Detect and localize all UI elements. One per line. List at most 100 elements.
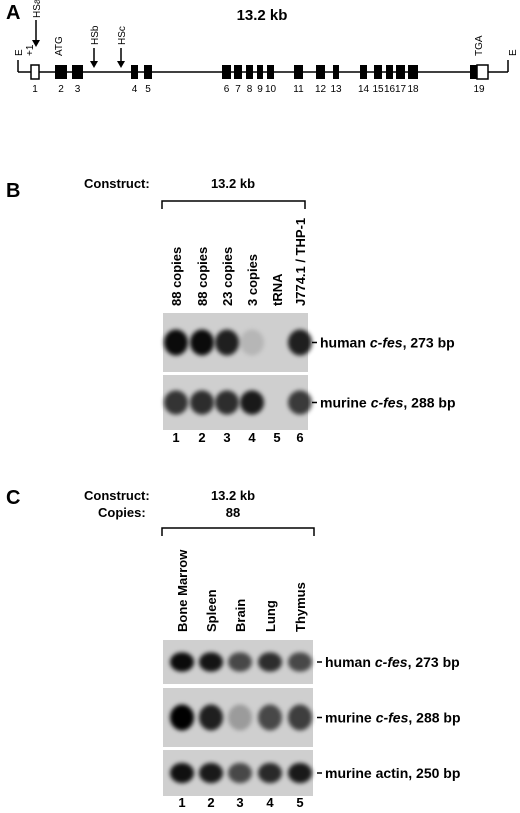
exon-number: 11 (293, 84, 304, 95)
band (170, 704, 194, 731)
site-label: ATG (54, 36, 65, 56)
band-name: human (325, 654, 371, 670)
gene-name: c-fes (375, 654, 408, 670)
exon (316, 65, 325, 79)
site-label: +1 (25, 44, 36, 56)
construct: 13.2 kb (211, 176, 255, 191)
band (199, 762, 223, 784)
exon (246, 65, 253, 79)
lane-number: 6 (296, 430, 303, 445)
exon (294, 65, 303, 79)
lane-label: tRNA (270, 273, 285, 306)
lane-number: 4 (248, 430, 256, 445)
band-size: , 273 bp (408, 654, 460, 670)
site-label: TGA (474, 35, 485, 56)
band (190, 390, 214, 415)
lane-label: Spleen (204, 589, 219, 632)
exon (333, 65, 339, 79)
exon-number: 19 (473, 84, 485, 95)
band (164, 390, 188, 415)
band (190, 329, 214, 356)
exon-number: 8 (247, 84, 253, 95)
blot (163, 750, 313, 796)
exon (257, 65, 263, 79)
band (258, 762, 282, 784)
band (288, 652, 312, 672)
blot (163, 375, 312, 430)
band-label: murine c-fes, 288 bp (325, 710, 461, 726)
blot (163, 313, 312, 372)
lane-label: Lung (263, 600, 278, 632)
band (170, 652, 194, 672)
arrow-head (90, 61, 98, 68)
exon-number: 2 (58, 84, 64, 95)
construct-label: Construct: (84, 488, 150, 503)
exon-number: 5 (145, 84, 151, 95)
exon-number: 7 (235, 84, 241, 95)
band-name: human (320, 335, 366, 351)
lane-label: 88 copies (169, 247, 184, 306)
exon-number: 15 (372, 84, 384, 95)
blot (163, 640, 313, 684)
exon (72, 65, 83, 79)
exon (55, 65, 67, 79)
band (164, 329, 188, 356)
lane-number: 5 (273, 430, 280, 445)
band-label: murine c-fes, 288 bp (320, 395, 456, 411)
exon (267, 65, 274, 79)
lane-label: 23 copies (220, 247, 235, 306)
band (228, 762, 252, 784)
band (228, 652, 252, 672)
exon-number: 12 (315, 84, 327, 95)
site-label: HSb (90, 25, 101, 45)
band-label: human c-fes, 273 bp (325, 654, 460, 670)
site-label: E (508, 49, 519, 56)
exon-number: 10 (265, 84, 277, 95)
band (170, 762, 194, 784)
exon-number: 18 (407, 84, 419, 95)
exon (408, 65, 418, 79)
exon-number: 16 (384, 84, 396, 95)
exon-noncoding (476, 64, 489, 80)
band (258, 652, 282, 672)
band-name: murine actin (325, 765, 408, 781)
lane-number: 3 (236, 795, 243, 810)
band-size: , 288 bp (403, 395, 455, 411)
band (240, 329, 264, 356)
band (199, 704, 223, 731)
lane-number: 2 (198, 430, 205, 445)
lane-label: J774.1 / THP-1 (293, 218, 308, 306)
lane-label: Brain (233, 599, 248, 632)
construct: 13.2 kb (211, 488, 255, 503)
band (215, 329, 239, 356)
lane-label: 88 copies (195, 247, 210, 306)
band-size: , 250 bp (408, 765, 460, 781)
exon (222, 65, 231, 79)
copies-label: Copies: (98, 505, 146, 520)
band-name: murine (325, 710, 372, 726)
exon-noncoding (30, 64, 40, 80)
exon-number: 14 (358, 84, 370, 95)
bracket (161, 527, 315, 536)
exon (386, 65, 393, 79)
band (258, 704, 282, 731)
lane-number: 1 (178, 795, 185, 810)
site-label: HSa (32, 0, 43, 18)
exon-number: 3 (75, 84, 81, 95)
lane-label: Bone Marrow (175, 549, 190, 632)
lane-label: 3 copies (245, 254, 260, 306)
band (288, 762, 312, 784)
exon (396, 65, 405, 79)
exon (131, 65, 138, 79)
blot (163, 688, 313, 747)
exon-number: 17 (395, 84, 407, 95)
panel-label: B (6, 180, 20, 202)
construct-label: Construct: (84, 176, 150, 191)
exon-number: 13 (330, 84, 342, 95)
band-size: , 273 bp (403, 335, 455, 351)
band (240, 390, 264, 415)
construct-title: 13.2 kb (237, 7, 288, 24)
band (199, 652, 223, 672)
arrow-head (117, 61, 125, 68)
